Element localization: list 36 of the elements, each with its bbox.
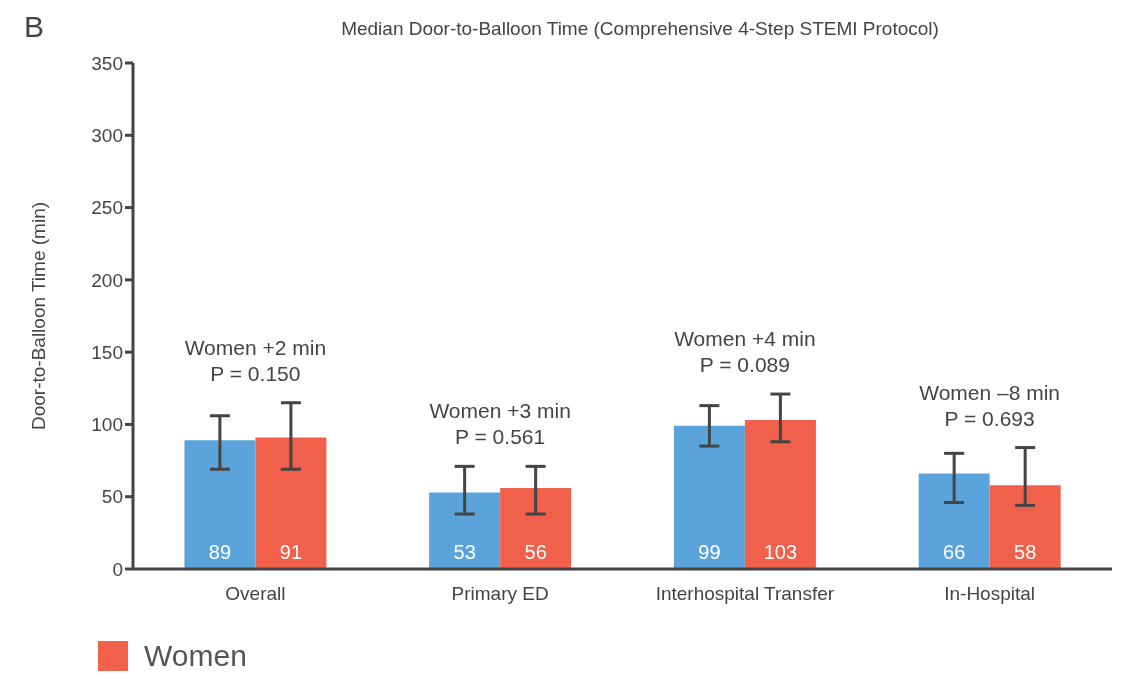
data-label: 58	[1014, 541, 1037, 563]
annotation: Women +4 min P = 0.089	[674, 327, 816, 377]
data-label: 89	[208, 541, 232, 563]
data-label: 53	[453, 541, 476, 563]
y-tick-label: 250	[91, 197, 123, 219]
bar	[500, 488, 572, 569]
x-tick-label: In-Hospital	[944, 583, 1036, 605]
data-label: 99	[698, 541, 721, 563]
bar	[989, 485, 1061, 569]
text: B	[24, 10, 45, 44]
annotation: Women –8 min P = 0.693	[919, 380, 1061, 430]
data-label: 66	[943, 541, 966, 563]
annotation: Women +3 min P = 0.561	[429, 399, 571, 449]
bar	[918, 473, 990, 569]
annotation: Women +2 min P = 0.150	[184, 335, 327, 385]
legend-label: Women	[144, 639, 247, 673]
y-axis-title: Door-to-Balloon Time (min)	[27, 201, 49, 431]
bar	[255, 437, 327, 569]
bar	[184, 440, 256, 569]
y-tick-label: 100	[91, 414, 123, 436]
bar	[744, 420, 816, 569]
bar	[673, 425, 745, 569]
x-tick-label: Overall	[225, 583, 286, 605]
data-label: 91	[279, 541, 303, 563]
bar	[429, 492, 501, 569]
y-tick-label: 50	[101, 486, 123, 508]
data-label: 56	[524, 541, 547, 563]
x-tick-label: Interhospital Transfer	[655, 583, 835, 605]
y-tick-label: 350	[91, 52, 123, 74]
x-tick-label: Primary ED	[451, 583, 549, 605]
y-tick-label: 300	[91, 125, 123, 147]
y-tick-label: 200	[91, 269, 123, 291]
data-label: 103	[763, 541, 798, 563]
y-tick-label: 0	[112, 558, 123, 580]
y-tick-label: 150	[91, 341, 123, 363]
chart-title: Median Door-to-Balloon Time (Comprehensive 4-Step STEMI Protocol)	[341, 18, 939, 39]
